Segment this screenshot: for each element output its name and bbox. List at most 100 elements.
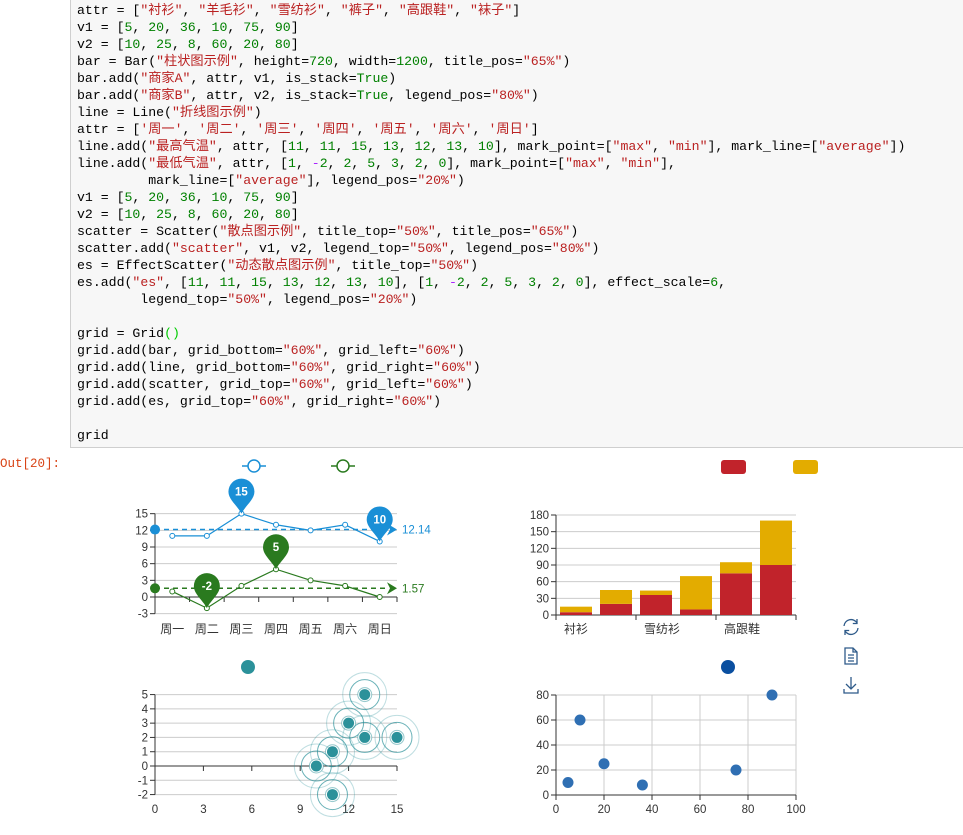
mark-point-pin bbox=[366, 506, 393, 542]
bar-segment[interactable] bbox=[720, 573, 752, 615]
code-line: es = EffectScatter("动态散点图示例", title_top=… bbox=[77, 258, 478, 273]
y-tick-label: 0 bbox=[543, 790, 549, 802]
scatter-point[interactable] bbox=[562, 777, 574, 788]
mark-point-pin bbox=[263, 534, 289, 570]
y-tick-label: 0 bbox=[142, 592, 148, 604]
line-point[interactable] bbox=[376, 594, 383, 600]
line-point[interactable] bbox=[273, 521, 279, 528]
y-tick-label: 2 bbox=[142, 732, 148, 744]
line-point[interactable] bbox=[203, 605, 210, 612]
bar-segment[interactable] bbox=[640, 590, 672, 595]
y-tick-label: 80 bbox=[536, 690, 549, 702]
code-cell[interactable] bbox=[70, 0, 963, 448]
scatter-point[interactable] bbox=[343, 717, 355, 729]
bar-segment[interactable] bbox=[640, 595, 672, 615]
line-point[interactable] bbox=[203, 532, 210, 539]
scatter-point[interactable] bbox=[574, 714, 586, 726]
restore-icon[interactable] bbox=[840, 616, 862, 638]
x-tick-label: 20 bbox=[598, 804, 611, 816]
chart-toolbox bbox=[840, 616, 864, 703]
scatter-point[interactable] bbox=[391, 731, 403, 743]
y-tick-label: 150 bbox=[530, 527, 549, 539]
x-tick-label: 衬衫 bbox=[564, 622, 588, 636]
x-tick-label: 雪纺衫 bbox=[644, 622, 680, 636]
line-point[interactable] bbox=[169, 588, 176, 595]
y-tick-label: 90 bbox=[536, 560, 549, 572]
legend-item[interactable] bbox=[336, 459, 350, 473]
y-tick-label: 4 bbox=[142, 704, 149, 716]
code-line: v2 = [10, 25, 8, 60, 20, 80] bbox=[77, 207, 299, 222]
line-point[interactable] bbox=[342, 521, 349, 528]
bar-segment[interactable] bbox=[760, 520, 792, 565]
y-tick-label: 3 bbox=[142, 575, 148, 587]
y-tick-label: 0 bbox=[142, 761, 148, 773]
average-label: 1.57 bbox=[402, 583, 424, 595]
code-line: grid = Grid() bbox=[77, 326, 180, 341]
legend-item[interactable] bbox=[247, 459, 261, 473]
legend-item[interactable] bbox=[241, 660, 255, 674]
bar-segment[interactable] bbox=[720, 562, 752, 574]
y-tick-label: 60 bbox=[536, 715, 549, 727]
scatter-point[interactable] bbox=[359, 689, 371, 701]
data-view-icon[interactable] bbox=[840, 645, 862, 667]
line-point[interactable] bbox=[238, 582, 245, 589]
y-tick-label: 40 bbox=[536, 740, 549, 752]
scatter-point[interactable] bbox=[326, 746, 338, 758]
code-line: line = Line("折线图示例") bbox=[77, 105, 262, 120]
y-tick-label: 30 bbox=[536, 593, 549, 605]
line-point[interactable] bbox=[238, 510, 245, 517]
scatter-point[interactable] bbox=[598, 758, 610, 770]
code-line: v1 = [5, 20, 36, 10, 75, 90] bbox=[77, 190, 299, 205]
save-image-icon[interactable] bbox=[840, 674, 862, 696]
scatter-point[interactable] bbox=[326, 789, 338, 801]
line-point[interactable] bbox=[169, 532, 176, 539]
code-line: scatter.add("scatter", v1, v2, legend_to… bbox=[77, 241, 600, 256]
x-tick-label: 6 bbox=[249, 804, 255, 816]
bar-segment[interactable] bbox=[600, 590, 632, 604]
bar-segment[interactable] bbox=[680, 609, 712, 615]
bar-segment[interactable] bbox=[760, 565, 792, 615]
code-line: bar.add("商家B", attr, v2, is_stack=True, … bbox=[77, 88, 539, 103]
code-line: grid.add(line, grid_bottom="60%", grid_r… bbox=[77, 360, 481, 375]
scatter-point[interactable] bbox=[359, 731, 371, 743]
mark-point-pin bbox=[193, 573, 220, 609]
line-point[interactable] bbox=[273, 566, 279, 573]
legend-item[interactable] bbox=[793, 460, 818, 474]
scatter-point[interactable] bbox=[310, 760, 322, 772]
line-point[interactable] bbox=[307, 527, 314, 534]
line-point[interactable] bbox=[342, 582, 349, 589]
x-tick-label: 9 bbox=[297, 804, 303, 816]
code-line: line.add("最低气温", attr, [1, -2, 2, 5, 3, … bbox=[77, 156, 676, 171]
code-line: grid bbox=[77, 428, 109, 443]
code-line: attr = ['周一', '周二', '周三', '周四', '周五', '周… bbox=[77, 122, 539, 137]
y-tick-label: 6 bbox=[142, 559, 148, 571]
bar-segment[interactable] bbox=[560, 612, 592, 615]
x-tick-label: 周日 bbox=[368, 622, 392, 636]
mark-point-label: 15 bbox=[235, 487, 248, 499]
x-tick-label: 3 bbox=[200, 804, 206, 816]
line-point[interactable] bbox=[307, 577, 314, 584]
line-point[interactable] bbox=[376, 538, 383, 545]
y-tick-label: 3 bbox=[142, 718, 148, 730]
legend-item[interactable] bbox=[721, 660, 735, 674]
x-tick-label: 100 bbox=[786, 804, 805, 816]
mark-point-pin bbox=[228, 478, 255, 514]
bar-segment[interactable] bbox=[680, 576, 712, 610]
x-tick-label: 周五 bbox=[299, 622, 323, 636]
legend-item[interactable] bbox=[721, 460, 746, 474]
scatter-point[interactable] bbox=[766, 689, 778, 701]
x-tick-label: 12 bbox=[342, 804, 355, 816]
x-tick-label: 高跟鞋 bbox=[724, 621, 760, 636]
scatter-point[interactable] bbox=[636, 779, 648, 791]
code-line: v2 = [10, 25, 8, 60, 20, 80] bbox=[77, 37, 299, 52]
code-line: scatter = Scatter("散点图示例", title_top="50… bbox=[77, 224, 579, 239]
x-tick-label: 60 bbox=[694, 804, 707, 816]
y-tick-label: 12 bbox=[135, 525, 148, 537]
bar-segment[interactable] bbox=[560, 606, 592, 613]
code-editor[interactable]: attr = ["衬衫", "羊毛衫", "雪纺衫", "裤子", "高跟鞋",… bbox=[77, 2, 905, 444]
x-tick-label: 周三 bbox=[229, 622, 253, 636]
scatter-point[interactable] bbox=[730, 764, 742, 776]
y-tick-label: 1 bbox=[142, 747, 148, 759]
bar-segment[interactable] bbox=[600, 603, 632, 615]
